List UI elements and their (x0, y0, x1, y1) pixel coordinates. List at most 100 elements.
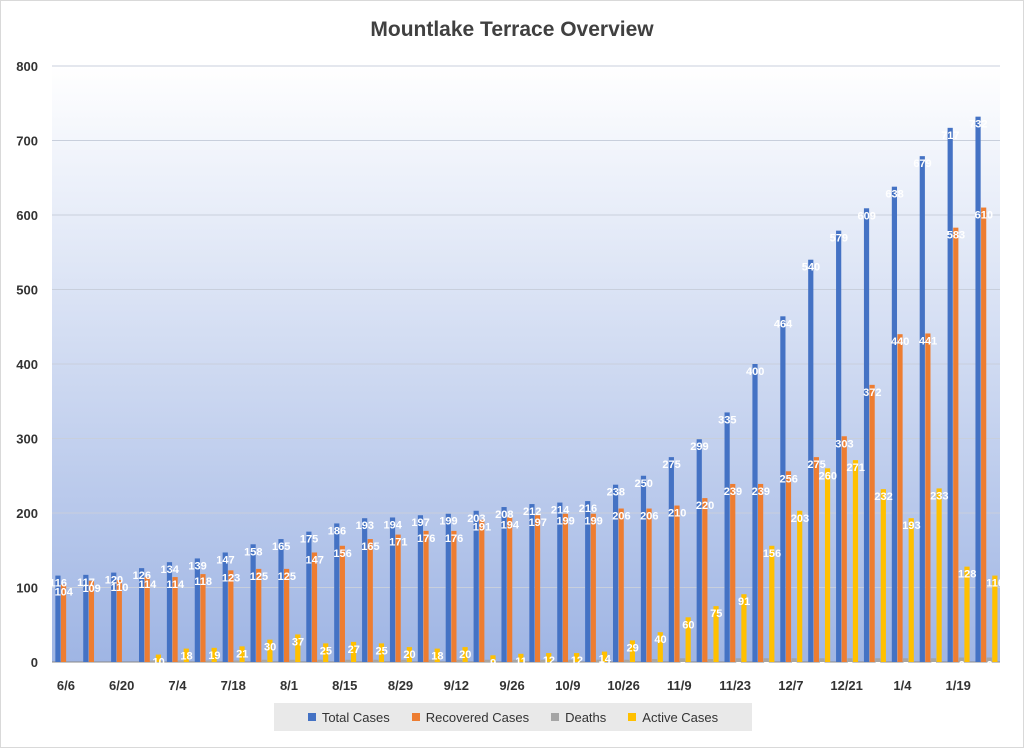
bar-active-cases (518, 653, 524, 662)
bar-recovered-cases (479, 519, 485, 662)
bar-total-cases (724, 412, 730, 662)
legend-swatch (307, 713, 316, 721)
data-label: 2 (150, 663, 156, 675)
data-label: 208 (495, 509, 513, 521)
bar-active-cases (741, 594, 747, 662)
data-label: 194 (501, 519, 520, 531)
data-label: 0 (122, 664, 128, 676)
data-label: 0 (66, 664, 72, 676)
bar-active-cases (992, 575, 998, 662)
bar-total-cases (668, 457, 674, 662)
x-tick-label: 11/9 (667, 678, 692, 693)
bar-recovered-cases (730, 483, 736, 662)
bar-active-cases (852, 460, 859, 662)
bar-total-cases (445, 513, 451, 662)
bar-active-cases (936, 488, 942, 662)
bar-recovered-cases (339, 545, 345, 662)
bar-deaths (289, 659, 295, 662)
bar-recovered-cases (88, 580, 95, 662)
bar-active-cases (378, 643, 385, 662)
data-label: 214 (551, 505, 570, 517)
x-tick-label: 9/12 (444, 678, 469, 693)
bar-deaths (624, 659, 630, 662)
data-label: 275 (807, 459, 825, 471)
legend-label: Active Cases (642, 709, 719, 725)
data-label: 299 (690, 441, 708, 453)
y-tick-label: 200 (16, 506, 38, 521)
data-label: 203 (467, 513, 485, 525)
bar-deaths (373, 659, 379, 662)
bar-recovered-cases (534, 515, 541, 662)
data-label: 232 (874, 491, 892, 503)
bar-recovered-cases (953, 227, 959, 663)
data-label: 110 (111, 582, 129, 594)
bar-total-cases (557, 502, 563, 662)
data-label: 638 (885, 189, 903, 201)
data-label: 109 (82, 583, 100, 595)
bar-deaths (261, 659, 267, 662)
data-label: 120 (105, 575, 123, 587)
bar-deaths (930, 658, 937, 662)
bar-deaths (512, 659, 518, 662)
y-tick-label: 0 (31, 655, 38, 670)
bar-total-cases (166, 562, 173, 662)
bar-deaths (735, 658, 741, 662)
data-label: 239 (752, 486, 770, 498)
data-label: 197 (411, 517, 429, 529)
y-tick-label: 800 (16, 59, 38, 74)
data-label: 117 (77, 577, 95, 589)
bar-active-cases (434, 648, 440, 662)
bar-active-cases (211, 647, 217, 662)
data-label: 238 (607, 487, 625, 499)
bar-total-cases (585, 501, 591, 662)
data-label: 3 (401, 662, 407, 674)
x-tick-label: 10/26 (607, 678, 640, 693)
data-label: 3 (261, 662, 267, 674)
x-tick-label: 8/29 (388, 678, 413, 693)
data-label: 126 (133, 570, 151, 582)
bar-deaths (456, 659, 463, 662)
bar-recovered-cases (897, 334, 903, 662)
y-tick-label: 500 (16, 283, 38, 298)
bars (55, 116, 998, 663)
bar-active-cases (295, 634, 301, 662)
data-label: 14 (599, 654, 612, 666)
bar-recovered-cases (702, 498, 708, 662)
legend-swatch (551, 713, 560, 721)
y-axis-ticks: 0 100 200 300 400 500 600 700 800 (16, 59, 38, 670)
bar-deaths (679, 658, 686, 662)
data-label: 212 (523, 506, 541, 518)
data-label: 679 (913, 158, 931, 170)
bar-total-cases (278, 539, 284, 662)
bar-active-cases (964, 566, 970, 662)
data-label: 3 (540, 662, 546, 674)
data-label: 104 (55, 587, 74, 599)
bar-total-cases (501, 507, 507, 662)
data-label: 260 (819, 470, 837, 482)
data-label: 194 (384, 519, 403, 531)
bar-deaths (205, 660, 212, 662)
bar-active-cases (323, 643, 329, 662)
x-tick-label: 7/18 (221, 678, 246, 693)
bar-active-cases (490, 655, 496, 662)
legend: Total Cases Recovered Cases Deaths Active C… (274, 703, 752, 731)
data-label: 256 (780, 473, 798, 485)
bar-deaths (791, 658, 797, 662)
data-label: 5 (680, 660, 686, 672)
data-label: 5 (763, 660, 769, 672)
data-label: 210 (668, 508, 686, 520)
data-label: 3 (596, 662, 602, 674)
data-label: 335 (718, 414, 736, 426)
data-label: 0 (94, 664, 100, 676)
bar-active-cases (824, 468, 831, 662)
bar-recovered-cases (785, 471, 792, 662)
x-tick-label: 6/6 (57, 678, 75, 693)
bar-active-cases (462, 647, 468, 662)
data-label: 12 (543, 655, 555, 667)
data-label: 176 (445, 533, 463, 545)
data-label: 5 (875, 660, 881, 672)
bar-deaths (317, 659, 323, 662)
data-label: 20 (459, 649, 471, 661)
bar-recovered-cases (144, 577, 150, 662)
